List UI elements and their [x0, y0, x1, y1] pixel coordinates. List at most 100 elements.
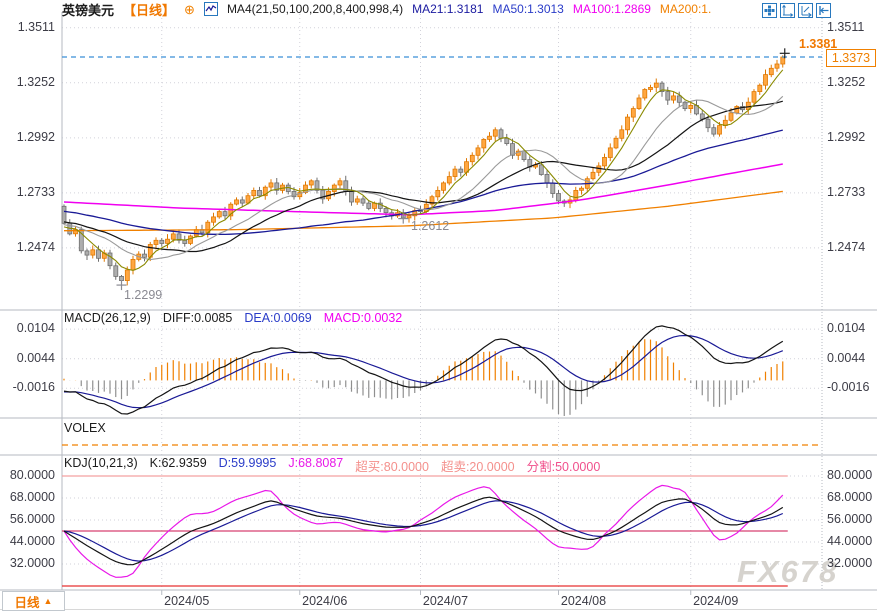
kdj-axis-label-right: 32.0000 — [827, 556, 873, 570]
go-to-latest-icon[interactable] — [816, 3, 831, 18]
symbol-name: 英镑美元 — [62, 2, 115, 18]
scale-x-axis-icon[interactable] — [798, 3, 813, 18]
candle-body — [688, 105, 694, 110]
high-price-label: 1.3381 — [799, 37, 838, 51]
kdj-overbought-label: 超买:80.0000 — [355, 460, 429, 474]
candle-body — [441, 182, 446, 191]
x-axis-month-label: 2024/09 — [693, 594, 739, 608]
candle-body — [579, 187, 584, 191]
main-axis-label-left: 1.3252 — [16, 74, 55, 89]
x-axis-month-label: 2024/07 — [422, 594, 469, 608]
candle-body — [521, 150, 527, 161]
candle-body — [320, 189, 326, 200]
kdj-axis-label-left: 32.0000 — [9, 556, 55, 570]
candle-body — [96, 249, 101, 259]
candle-body — [573, 189, 579, 201]
main-axis-label-right: 1.3252 — [827, 74, 866, 89]
main-axis-label-right: 1.2733 — [827, 184, 866, 199]
candle-body — [107, 252, 113, 267]
kdj-oversold-label: 超卖:20.0000 — [440, 460, 515, 474]
candle-body — [130, 258, 136, 271]
candle-body — [239, 199, 245, 204]
candle-body — [613, 137, 619, 149]
candle-body — [274, 182, 280, 191]
macd-dea-value: DEA:0.0069 — [244, 311, 312, 325]
circle-plus-icon[interactable]: ⊕ — [184, 1, 195, 17]
chart-toolbar — [762, 3, 831, 18]
candle-body — [538, 164, 544, 175]
candle-body — [487, 135, 492, 140]
candle-body — [625, 116, 630, 131]
macd-header: MACD(26,12,9) DIFF:0.0085 DEA:0.0069 MAC… — [64, 311, 402, 325]
candle-body — [234, 199, 239, 205]
candle-body — [763, 74, 768, 86]
candle-body — [78, 229, 84, 252]
candle-body — [165, 238, 170, 244]
kdj-axis-label-right: 44.0000 — [827, 534, 873, 548]
candle-body — [262, 186, 268, 197]
candle-body — [354, 198, 360, 203]
kdj-split-label: 分割:50.0000 — [526, 460, 601, 474]
kdj-axis-label-right: 56.0000 — [827, 512, 873, 526]
candle-body — [159, 239, 165, 244]
candle-body — [774, 63, 780, 69]
candle-body — [619, 129, 625, 139]
period-label[interactable]: 【日线】 — [123, 2, 176, 18]
ma100-value: MA100:1.2869 — [572, 2, 651, 16]
kdj-axis-label-right: 68.0000 — [827, 490, 873, 504]
candle-body — [251, 189, 257, 197]
candle-body — [751, 91, 757, 103]
ma-mid-line — [63, 95, 784, 261]
kdj-k-line — [63, 496, 784, 566]
kdj-k-value: K:62.9359 — [149, 456, 207, 470]
main-axis-label-right: 1.2474 — [827, 239, 866, 254]
candle-body — [665, 91, 671, 101]
candle-body — [84, 250, 90, 256]
timeframe-tab-label: 日线 — [14, 595, 40, 610]
candle-body — [211, 216, 216, 223]
kdj-title: KDJ(10,21,3) — [64, 456, 138, 470]
candle-body — [648, 87, 653, 90]
ma-fast-line — [63, 69, 784, 271]
volex-title: VOLEX — [64, 421, 106, 435]
candle-body — [406, 215, 412, 219]
timeframe-tab[interactable]: 日线 ▲ — [2, 591, 65, 611]
kdj-j-line — [63, 484, 784, 578]
macd-axis-label-right: -0.0016 — [827, 380, 870, 395]
kdj-axis-label-right: 80.0000 — [827, 468, 873, 482]
current-price-box: 1.3373 — [826, 49, 876, 67]
candle-body — [636, 97, 642, 110]
mini-chart-icon[interactable] — [203, 2, 218, 16]
kdj-j-value: J:68.8087 — [288, 456, 344, 470]
candle-body — [446, 176, 452, 184]
ma50-value: MA50:1.3013 — [492, 2, 564, 16]
main-axis-label-left: 1.3511 — [17, 19, 55, 34]
candle-body — [170, 233, 176, 240]
candle-body — [182, 239, 188, 244]
candle-body — [119, 275, 124, 281]
candle-body — [61, 205, 67, 224]
candle-body — [510, 143, 515, 156]
low-price-label-june: 1.2612 — [411, 219, 450, 233]
ma200-line — [64, 190, 783, 232]
candle-body — [429, 196, 435, 205]
candle-body — [757, 84, 763, 92]
candle-body — [452, 168, 458, 177]
candle-body — [435, 189, 441, 198]
candle-body — [504, 137, 510, 145]
macd-axis-label-right: 0.0044 — [827, 350, 866, 365]
candle-body — [550, 182, 556, 194]
scale-y-axis-icon[interactable] — [780, 3, 795, 18]
kdj-axis-label-left: 68.0000 — [9, 490, 55, 504]
x-axis-month-label: 2024/08 — [560, 594, 607, 608]
macd-axis-label-right: 0.0104 — [827, 321, 866, 336]
candle-body — [193, 229, 199, 237]
main-axis-label-right: 1.3511 — [827, 19, 865, 34]
macd-axis-label-left: 0.0044 — [16, 350, 55, 365]
pan-icon[interactable] — [762, 3, 777, 18]
candle-body — [469, 154, 475, 163]
main-axis-label-left: 1.2992 — [16, 129, 55, 144]
triangle-up-icon: ▲ — [43, 596, 53, 606]
